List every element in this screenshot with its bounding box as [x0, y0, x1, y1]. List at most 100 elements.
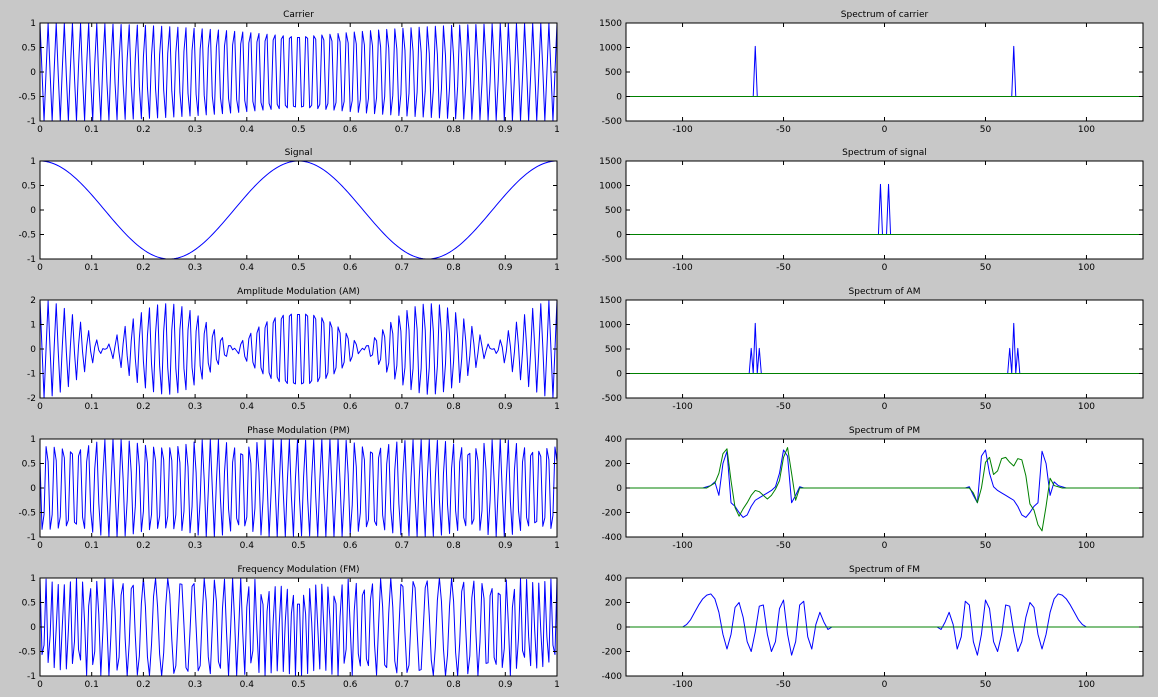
series-line-1	[626, 447, 1143, 532]
x-tick-label: 0.8	[446, 680, 461, 690]
x-tick-label: 0.3	[188, 541, 202, 551]
y-tick-label: 0.5	[22, 44, 36, 54]
series-group	[626, 45, 1143, 97]
y-tick-label: 1500	[599, 157, 622, 167]
x-tick-label: 0.8	[446, 402, 461, 412]
y-tick-label: -0.5	[18, 93, 36, 103]
y-tick-label: 400	[605, 574, 622, 584]
subplot-pm: Phase Modulation (PM) 0 0.1 0.2 0.3 0.4 0.5 0.6…	[18, 426, 559, 551]
subplot-signal: Signal 0 0.1 0.2 0.3 0.4 0.5 0.6 0.7 0.8 0.9 1 -1 -0.…	[18, 148, 559, 273]
chart-title: Carrier	[283, 10, 314, 20]
x-tick-label: 0.1	[85, 541, 99, 551]
x-tick-label: 1	[554, 263, 560, 273]
series-group	[40, 300, 557, 398]
chart-title: Amplitude Modulation (AM)	[237, 287, 360, 297]
x-tick-label: 0.7	[395, 541, 409, 551]
x-tick-label: 0.3	[188, 125, 202, 135]
y-tick-label: 0	[30, 68, 36, 78]
y-tick-label: 200	[605, 599, 622, 609]
series-line-0	[40, 23, 557, 121]
x-tick-label: 0.7	[395, 263, 409, 273]
subplot-carrier: Carrier 0 0.1 0.2 0.3 0.4 0.5 0.6 0.7 0.8 0.9 1 -1 -0…	[18, 10, 559, 135]
x-tick-label: 0.1	[85, 402, 99, 412]
y-tick-label: 1	[30, 321, 36, 331]
y-tick-label: -500	[602, 117, 623, 127]
x-tick-label: 0.2	[136, 125, 150, 135]
x-tick-label: 0.5	[291, 125, 305, 135]
x-tick-label: 0.7	[395, 125, 409, 135]
x-tick-label: 0.4	[240, 263, 255, 273]
y-tick-label: -400	[602, 533, 623, 543]
plot-area	[40, 161, 557, 259]
x-tick-label: 1	[554, 541, 560, 551]
y-tick-label: 0	[30, 623, 36, 633]
chart-title: Phase Modulation (PM)	[247, 426, 350, 436]
y-tick-label: -1	[27, 255, 36, 265]
x-tick-label: -50	[776, 680, 791, 690]
x-tick-label: -100	[672, 680, 693, 690]
y-tick-label: 1	[30, 435, 36, 445]
y-tick-label: -500	[602, 255, 623, 265]
series-group	[626, 593, 1143, 656]
x-tick-label: 0.9	[498, 541, 513, 551]
x-tick-label: 0.1	[85, 263, 99, 273]
x-tick-label: 0.2	[136, 541, 150, 551]
y-tick-label: 0.5	[22, 599, 36, 609]
x-tick-label: 0.2	[136, 263, 150, 273]
x-tick-label: 0.3	[188, 263, 202, 273]
x-tick-label: 50	[980, 680, 992, 690]
y-tick-label: 0	[30, 345, 36, 355]
x-tick-label: 0.3	[188, 402, 202, 412]
x-tick-label: 0.8	[446, 541, 461, 551]
x-tick-label: 0	[37, 680, 43, 690]
series-line-0	[40, 300, 557, 398]
y-tick-label: 1	[30, 157, 36, 167]
x-tick-label: 0	[882, 402, 888, 412]
x-tick-label: 0	[37, 402, 43, 412]
x-tick-label: 0.9	[498, 402, 513, 412]
series-group	[40, 23, 557, 121]
x-tick-label: 0	[37, 541, 43, 551]
x-tick-label: 0	[37, 263, 43, 273]
x-tick-label: -100	[672, 541, 693, 551]
y-tick-label: -400	[602, 672, 623, 682]
series-group	[40, 578, 557, 676]
y-tick-label: 0	[616, 484, 622, 494]
x-tick-label: 0.5	[291, 263, 305, 273]
plot-area	[40, 23, 557, 121]
x-tick-label: -50	[776, 541, 791, 551]
y-tick-label: 1000	[599, 321, 622, 331]
y-tick-label: 0	[616, 370, 622, 380]
y-tick-label: 1500	[599, 19, 622, 29]
x-tick-label: 0.5	[291, 402, 305, 412]
x-tick-label: 100	[1078, 541, 1095, 551]
series-line-0	[40, 578, 557, 676]
y-tick-label: -500	[602, 394, 623, 404]
x-tick-label: -100	[672, 402, 693, 412]
plot-area	[40, 300, 557, 398]
chart-title: Spectrum of signal	[842, 148, 927, 158]
x-tick-label: 0.4	[240, 402, 255, 412]
x-tick-label: 0	[882, 541, 888, 551]
y-tick-label: 0.5	[22, 182, 36, 192]
series-group	[626, 183, 1143, 235]
plot-area	[626, 161, 1143, 259]
chart-title: Spectrum of AM	[849, 287, 921, 297]
x-tick-label: 0.9	[498, 680, 513, 690]
y-tick-label: 1	[30, 19, 36, 29]
x-tick-label: 0.6	[343, 680, 358, 690]
x-tick-label: 100	[1078, 402, 1095, 412]
y-tick-label: 1500	[599, 296, 622, 306]
y-tick-label: -2	[27, 394, 36, 404]
y-tick-label: -200	[602, 509, 623, 519]
x-tick-label: 100	[1078, 680, 1095, 690]
subplot-signal-spectrum: Spectrum of signal-100 -50 0 50 100-50005001…	[599, 148, 1144, 273]
plot-area	[626, 300, 1143, 398]
chart-title: Frequency Modulation (FM)	[237, 565, 359, 575]
x-tick-label: 100	[1078, 125, 1095, 135]
x-tick-label: 0	[882, 125, 888, 135]
y-tick-label: -1	[27, 672, 36, 682]
x-tick-label: 0.6	[343, 541, 358, 551]
x-tick-label: 50	[980, 125, 992, 135]
